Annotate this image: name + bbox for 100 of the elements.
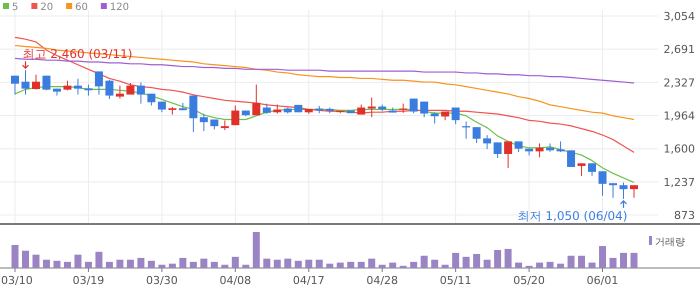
candlestick <box>84 84 92 96</box>
bar <box>148 260 155 268</box>
bar <box>32 254 40 268</box>
bar <box>190 262 197 268</box>
bar <box>221 264 228 268</box>
bar <box>588 262 596 268</box>
bar <box>347 262 354 268</box>
legend-label: 5 <box>12 2 18 13</box>
legend-label: 20 <box>40 2 54 13</box>
bar <box>168 264 176 268</box>
candlestick <box>410 98 418 114</box>
x-tick-label: 03/19 <box>72 274 104 287</box>
bar <box>494 250 502 268</box>
candlestick <box>147 93 156 106</box>
bar <box>42 260 50 268</box>
candlestick <box>462 121 470 140</box>
bar <box>84 262 92 268</box>
x-tick-label: 06/01 <box>586 274 618 287</box>
bar <box>389 262 396 268</box>
candlestick <box>504 140 512 168</box>
bar <box>462 256 470 268</box>
bar <box>410 262 418 268</box>
candlestick <box>567 150 576 168</box>
bar <box>22 250 29 268</box>
candlestick <box>494 142 502 159</box>
candlestick <box>536 142 544 158</box>
legend-label: 60 <box>75 2 88 13</box>
bar <box>536 262 544 268</box>
bar <box>210 262 218 268</box>
bar <box>274 260 281 268</box>
candlestick <box>105 79 114 100</box>
y-tick-label: 3,054 <box>664 10 695 23</box>
candlestick <box>189 95 198 133</box>
candlestick <box>630 184 638 198</box>
candlestick <box>598 170 607 196</box>
bar <box>106 262 113 268</box>
bar <box>420 256 428 268</box>
bar <box>284 258 292 268</box>
bar <box>610 258 617 268</box>
bar <box>305 260 312 268</box>
bar <box>316 260 323 268</box>
bar <box>95 252 102 268</box>
y-tick-label: 1,237 <box>664 176 695 189</box>
bar <box>452 252 460 268</box>
bar <box>53 260 60 268</box>
candlestick <box>252 84 260 116</box>
candlestick <box>556 140 565 152</box>
candlestick <box>578 162 586 176</box>
x-tick-label: 03/10 <box>1 274 33 287</box>
bar <box>515 262 522 268</box>
candlestick <box>483 134 492 150</box>
candlestick <box>42 75 50 91</box>
bar <box>442 264 449 268</box>
bar <box>242 264 250 268</box>
legend-label: 거래량 <box>655 237 685 248</box>
candlestick <box>200 113 208 132</box>
candlestick <box>273 104 282 114</box>
bar <box>126 260 134 268</box>
bar <box>232 256 239 268</box>
annotation: 최저 1,050 (06/04) <box>518 208 628 223</box>
bar <box>378 264 386 268</box>
x-tick-label: 05/20 <box>513 274 545 287</box>
candlestick <box>158 101 166 113</box>
bar <box>546 262 554 268</box>
candlestick <box>11 75 19 96</box>
y-tick-label: 1,964 <box>664 109 695 122</box>
bar <box>578 256 586 268</box>
candlestick <box>588 162 596 176</box>
bar <box>179 258 186 268</box>
bar <box>74 254 82 268</box>
candlestick <box>420 101 428 118</box>
bar <box>473 254 480 268</box>
candlestick <box>609 182 618 198</box>
candlestick <box>74 78 82 96</box>
candlestick <box>472 126 481 144</box>
bar <box>326 264 334 268</box>
bar <box>630 252 638 268</box>
bar <box>568 256 575 268</box>
candlestick <box>231 105 240 126</box>
y-tick-label: 2,327 <box>664 76 695 90</box>
bar <box>137 258 144 268</box>
legend-label: 120 <box>110 2 129 13</box>
y-tick-label: 873 <box>674 209 695 222</box>
bar <box>431 260 438 268</box>
bar <box>504 248 512 268</box>
x-tick-label: 03/30 <box>146 274 178 287</box>
bar <box>158 264 166 268</box>
candlestick <box>136 82 145 104</box>
bar <box>294 260 302 268</box>
bar <box>484 260 491 268</box>
candlestick <box>32 74 40 90</box>
x-tick-label: 04/28 <box>366 274 398 287</box>
y-tick-label: 1,600 <box>664 142 695 156</box>
candlestick <box>430 112 439 124</box>
candlestick <box>220 120 229 131</box>
x-tick-label: 04/17 <box>292 274 325 287</box>
bar <box>116 260 124 268</box>
candlestick <box>63 80 72 91</box>
bar <box>368 258 376 268</box>
candlestick <box>116 85 124 100</box>
